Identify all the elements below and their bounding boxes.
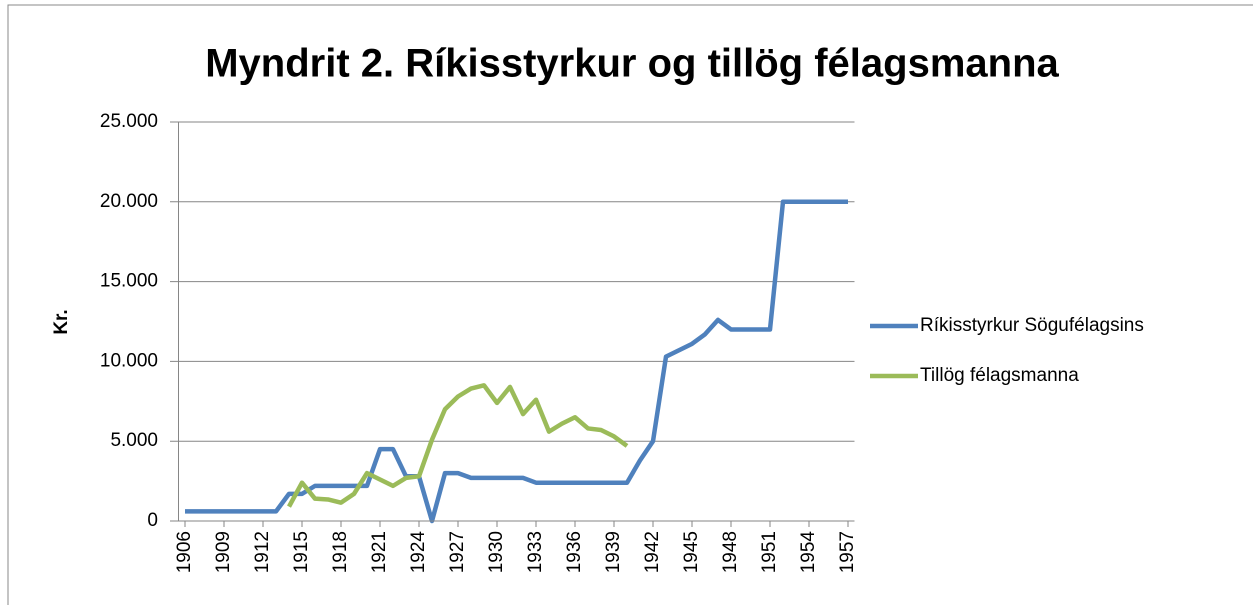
legend-label: Ríkisstyrkur Sögufélagsins (920, 315, 1144, 336)
x-tick-label: 1930 (486, 531, 507, 573)
series-line (287, 383, 629, 508)
x-tick-label: 1948 (720, 531, 741, 573)
chart-title: Myndrit 2. Ríkisstyrkur og tillög félags… (205, 42, 1059, 86)
x-tick-label: 1939 (603, 531, 624, 573)
x-tick-label: 1942 (642, 531, 663, 573)
y-tick-label: 5.000 (110, 430, 158, 451)
x-tick-label: 1915 (291, 531, 312, 573)
x-tick-label: 1921 (369, 531, 390, 573)
x-tick-label: 1933 (525, 531, 546, 573)
chart-border (7, 4, 1253, 605)
x-tick-label: 1912 (252, 531, 273, 573)
x-tick-label: 1906 (174, 531, 195, 573)
y-tick-label: 20.000 (100, 191, 158, 212)
x-tick-label: 1918 (330, 531, 351, 573)
y-axis-label: Kr. (51, 309, 72, 334)
y-tick-label: 15.000 (100, 271, 158, 292)
x-tick-label: 1924 (408, 531, 429, 574)
y-tick-label: 10.000 (100, 350, 158, 371)
x-tick-label: 1909 (213, 531, 234, 573)
x-tick-label: 1936 (564, 531, 585, 573)
x-tick-label: 1927 (447, 531, 468, 573)
x-tick-label: 1954 (798, 531, 819, 574)
y-tick-label: 25.000 (100, 111, 158, 132)
y-tick-label: 0 (147, 510, 158, 531)
legend-label: Tillög félagsmanna (920, 365, 1079, 386)
x-tick-label: 1951 (759, 531, 780, 573)
x-tick-label: 1957 (837, 531, 858, 573)
x-tick-label: 1945 (681, 531, 702, 573)
